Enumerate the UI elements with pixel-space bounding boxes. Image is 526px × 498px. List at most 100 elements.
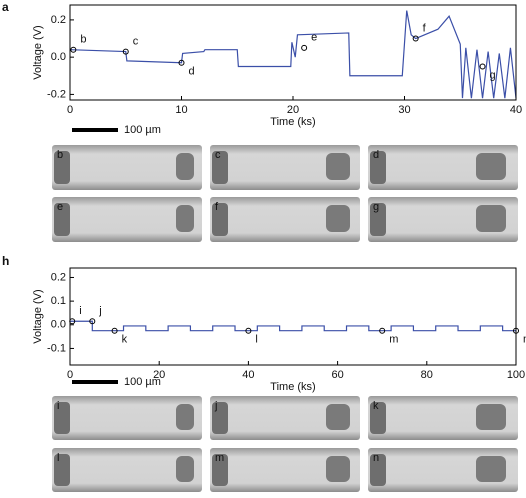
crystal [326,404,350,430]
micrograph-bg [210,197,360,242]
x-tick-label: 30 [398,104,410,116]
image-label: m [215,452,224,464]
annotation-point [122,48,129,55]
crystal [370,203,386,236]
annotation-label: n [523,334,526,346]
crystal [370,151,386,184]
image-label: l [57,452,59,464]
micrograph: d [368,145,518,190]
plot-frame [69,267,517,366]
x-tick-label: 10 [175,104,187,116]
x-tick-label: 40 [510,104,522,116]
panel-label: h [2,254,9,268]
y-tick-label: -0.1 [47,342,66,354]
y-tick-label: 0.1 [51,295,66,307]
micrograph: g [368,197,518,242]
data-line [69,10,517,99]
annotation-label: k [122,334,128,346]
y-tick-label: 0.2 [51,14,66,26]
x-tick-label: 100 [507,369,525,381]
crystal [54,402,70,434]
micrograph-bg [210,145,360,190]
crystal [212,151,228,184]
micrograph-bg [210,396,360,440]
crystal [54,151,70,184]
crystal [176,153,194,180]
micrograph: n [368,448,518,492]
annotation-point [245,327,252,334]
annotation-label: g [490,69,496,81]
annotation-label: b [80,34,86,46]
annotation-label: l [255,334,257,346]
annotation-point [513,327,519,334]
micrograph-bg [52,396,202,440]
image-label: f [215,201,219,213]
annotation-point [178,59,185,66]
micrograph: c [210,145,360,190]
y-axis-label: Voltage (V) [32,289,44,343]
micrograph: e [52,197,202,242]
micrograph: k [368,396,518,440]
data-line [70,320,516,332]
image-label: n [373,452,379,464]
crystal [212,454,228,486]
micrograph-bg [210,448,360,492]
y-axis-label: Voltage (V) [32,25,44,79]
annotation-point [379,327,386,334]
annotation-label: f [423,22,427,34]
annotation-point [69,318,76,325]
crystal [176,404,194,430]
image-label: j [214,400,217,412]
micrograph: m [210,448,360,492]
annotation-label: e [311,32,317,44]
annotation-label: j [98,305,101,317]
micrograph: f [210,197,360,242]
crystal [476,404,506,430]
x-tick-label: 0 [67,104,73,116]
x-axis-label: Time (ks) [270,116,315,128]
x-tick-label: 60 [331,369,343,381]
micrograph-bg [52,448,202,492]
crystal [476,153,506,180]
image-label: k [373,400,379,412]
annotation-point [89,318,96,325]
crystal [476,456,506,482]
annotation-point [412,35,419,42]
micrograph: b [52,145,202,190]
annotation-label: i [79,305,81,317]
annotation-point [111,327,118,334]
annotation-point [70,46,77,53]
micrograph: l [52,448,202,492]
crystal [212,402,228,434]
image-label: d [373,149,379,161]
plot-frame [69,4,517,101]
crystal [326,153,350,180]
x-tick-label: 80 [421,369,433,381]
scale-bar-label: 100 µm [124,124,161,136]
y-tick-label: 0.0 [51,51,66,63]
x-axis-label: Time (ks) [270,381,315,393]
x-tick-label: 0 [67,369,73,381]
crystal [176,456,194,482]
image-label: c [215,149,221,161]
micrograph: i [52,396,202,440]
x-tick-label: 40 [242,369,254,381]
annotation-label: m [389,334,398,346]
image-label: i [57,400,59,412]
panel-label: a [2,0,9,14]
crystal [54,454,70,486]
x-tick-label: 20 [287,104,299,116]
image-label: b [57,149,63,161]
crystal [326,205,350,232]
crystal [212,203,228,236]
image-label: e [57,201,63,213]
crystal [370,402,386,434]
micrograph-bg [52,197,202,242]
image-label: g [373,201,379,213]
x-tick-label: 20 [153,369,165,381]
crystal [476,205,506,232]
y-tick-label: 0.0 [51,319,66,331]
annotation-label: c [133,35,139,47]
crystal [326,456,350,482]
crystal [54,203,70,236]
